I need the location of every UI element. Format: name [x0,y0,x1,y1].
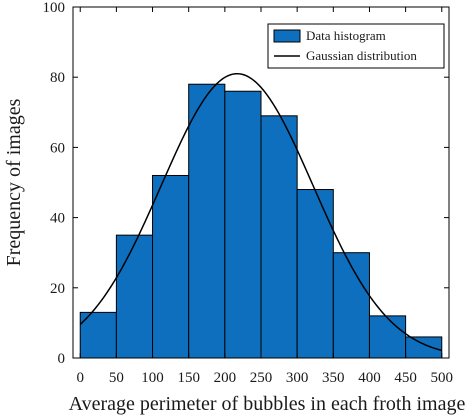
y-tick-label: 40 [50,211,65,227]
y-tick-label: 80 [50,70,65,86]
legend-label-gaussian: Gaussian distribution [306,48,417,63]
histogram-bar [405,336,443,359]
histogram-bar [368,315,407,359]
y-tick-label: 100 [43,0,66,16]
x-tick-label: 350 [322,370,345,386]
x-tick-label: 200 [214,370,237,386]
y-tick-label: 20 [50,281,65,297]
y-tick-label: 60 [50,140,65,156]
histogram-bar [79,311,117,359]
x-tick-label: 50 [109,370,124,386]
histogram-bar [332,252,370,359]
legend: Data histogram Gaussian distribution [267,23,445,69]
x-tick-label: 500 [431,370,454,386]
histogram-bar [115,234,154,359]
legend-label-histogram: Data histogram [306,28,386,43]
x-tick-label: 0 [76,370,84,386]
curve-layer [79,72,442,352]
bars-layer [79,83,443,359]
gaussian-curve [79,72,442,352]
x-tick-label: 150 [177,370,200,386]
histogram-bar [188,83,226,359]
x-tick-label: 300 [286,370,309,386]
y-axis-label: Frequency of images [3,98,25,266]
legend-swatch-histogram [273,29,301,43]
histogram-bar [224,90,262,359]
histogram-bar [296,189,334,359]
x-tick-label: 400 [358,370,381,386]
x-tick-label: 450 [394,370,417,386]
y-tick-label: 0 [58,351,66,367]
x-tick-label: 250 [250,370,273,386]
histogram-bar [260,115,298,359]
x-tick-label: 100 [141,370,164,386]
x-axis-label: Average perimeter of bubbles in each fro… [69,393,466,415]
histogram-bar [152,174,190,359]
ticks-layer: 0 20 40 60 80 100 0 50 100 150 200 250 300 350 400 450 5… [43,0,454,386]
